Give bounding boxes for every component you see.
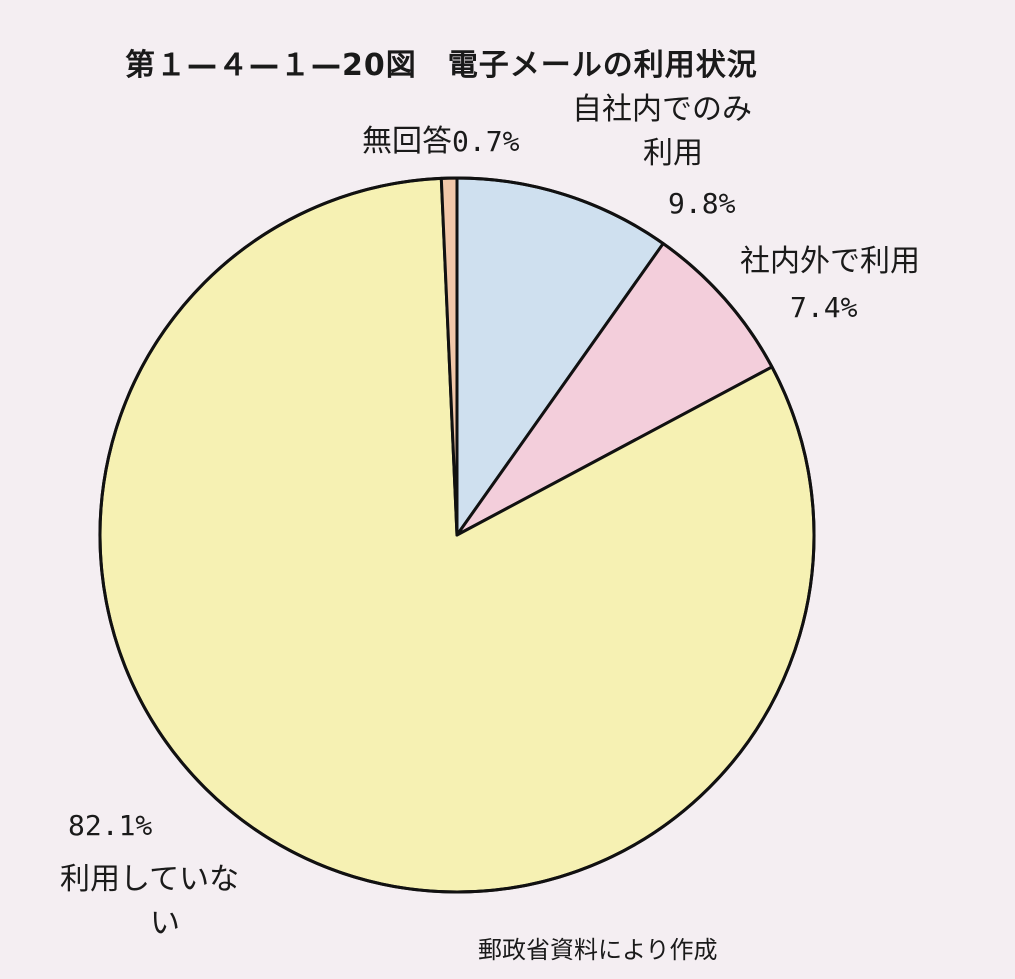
slice-value-own-company: 9.8% [668,186,735,222]
pie-outline [98,176,816,894]
chart-title: 第１—４—１—20図 電子メールの利用状況 [125,48,758,83]
slice-value-label: 0.7% [452,125,520,158]
slice-label-line: 無回答 [362,124,452,159]
slice-value-label: 7.4% [790,291,858,324]
slice-label-not-using-2: い [150,906,180,942]
slice-label-line: 自社内でのみ [572,92,752,127]
source-note: 郵政省資料により作成 [478,936,718,964]
slice-label-line: い [150,906,180,941]
slice-label-own-company-2: 利用 [643,136,703,172]
slice-label-not-using: 利用していな [60,862,239,898]
slice-label-line: 利用 [643,136,703,171]
slice-label-no-answer: 無回答0.7% [362,124,519,160]
slice-value-inside-outside: 7.4% [790,290,857,326]
slice-value-label: 82.1% [68,809,153,842]
slice-value-not-using: 82.1% [68,808,152,844]
slice-label-line: 社内外で利用 [740,244,920,279]
slice-label-line: 利用していな [60,862,240,897]
slice-value-label: 9.8% [668,187,736,220]
slice-label-inside-outside: 社内外で利用 [740,244,920,280]
slice-label-own-company: 自社内でのみ [572,92,752,128]
